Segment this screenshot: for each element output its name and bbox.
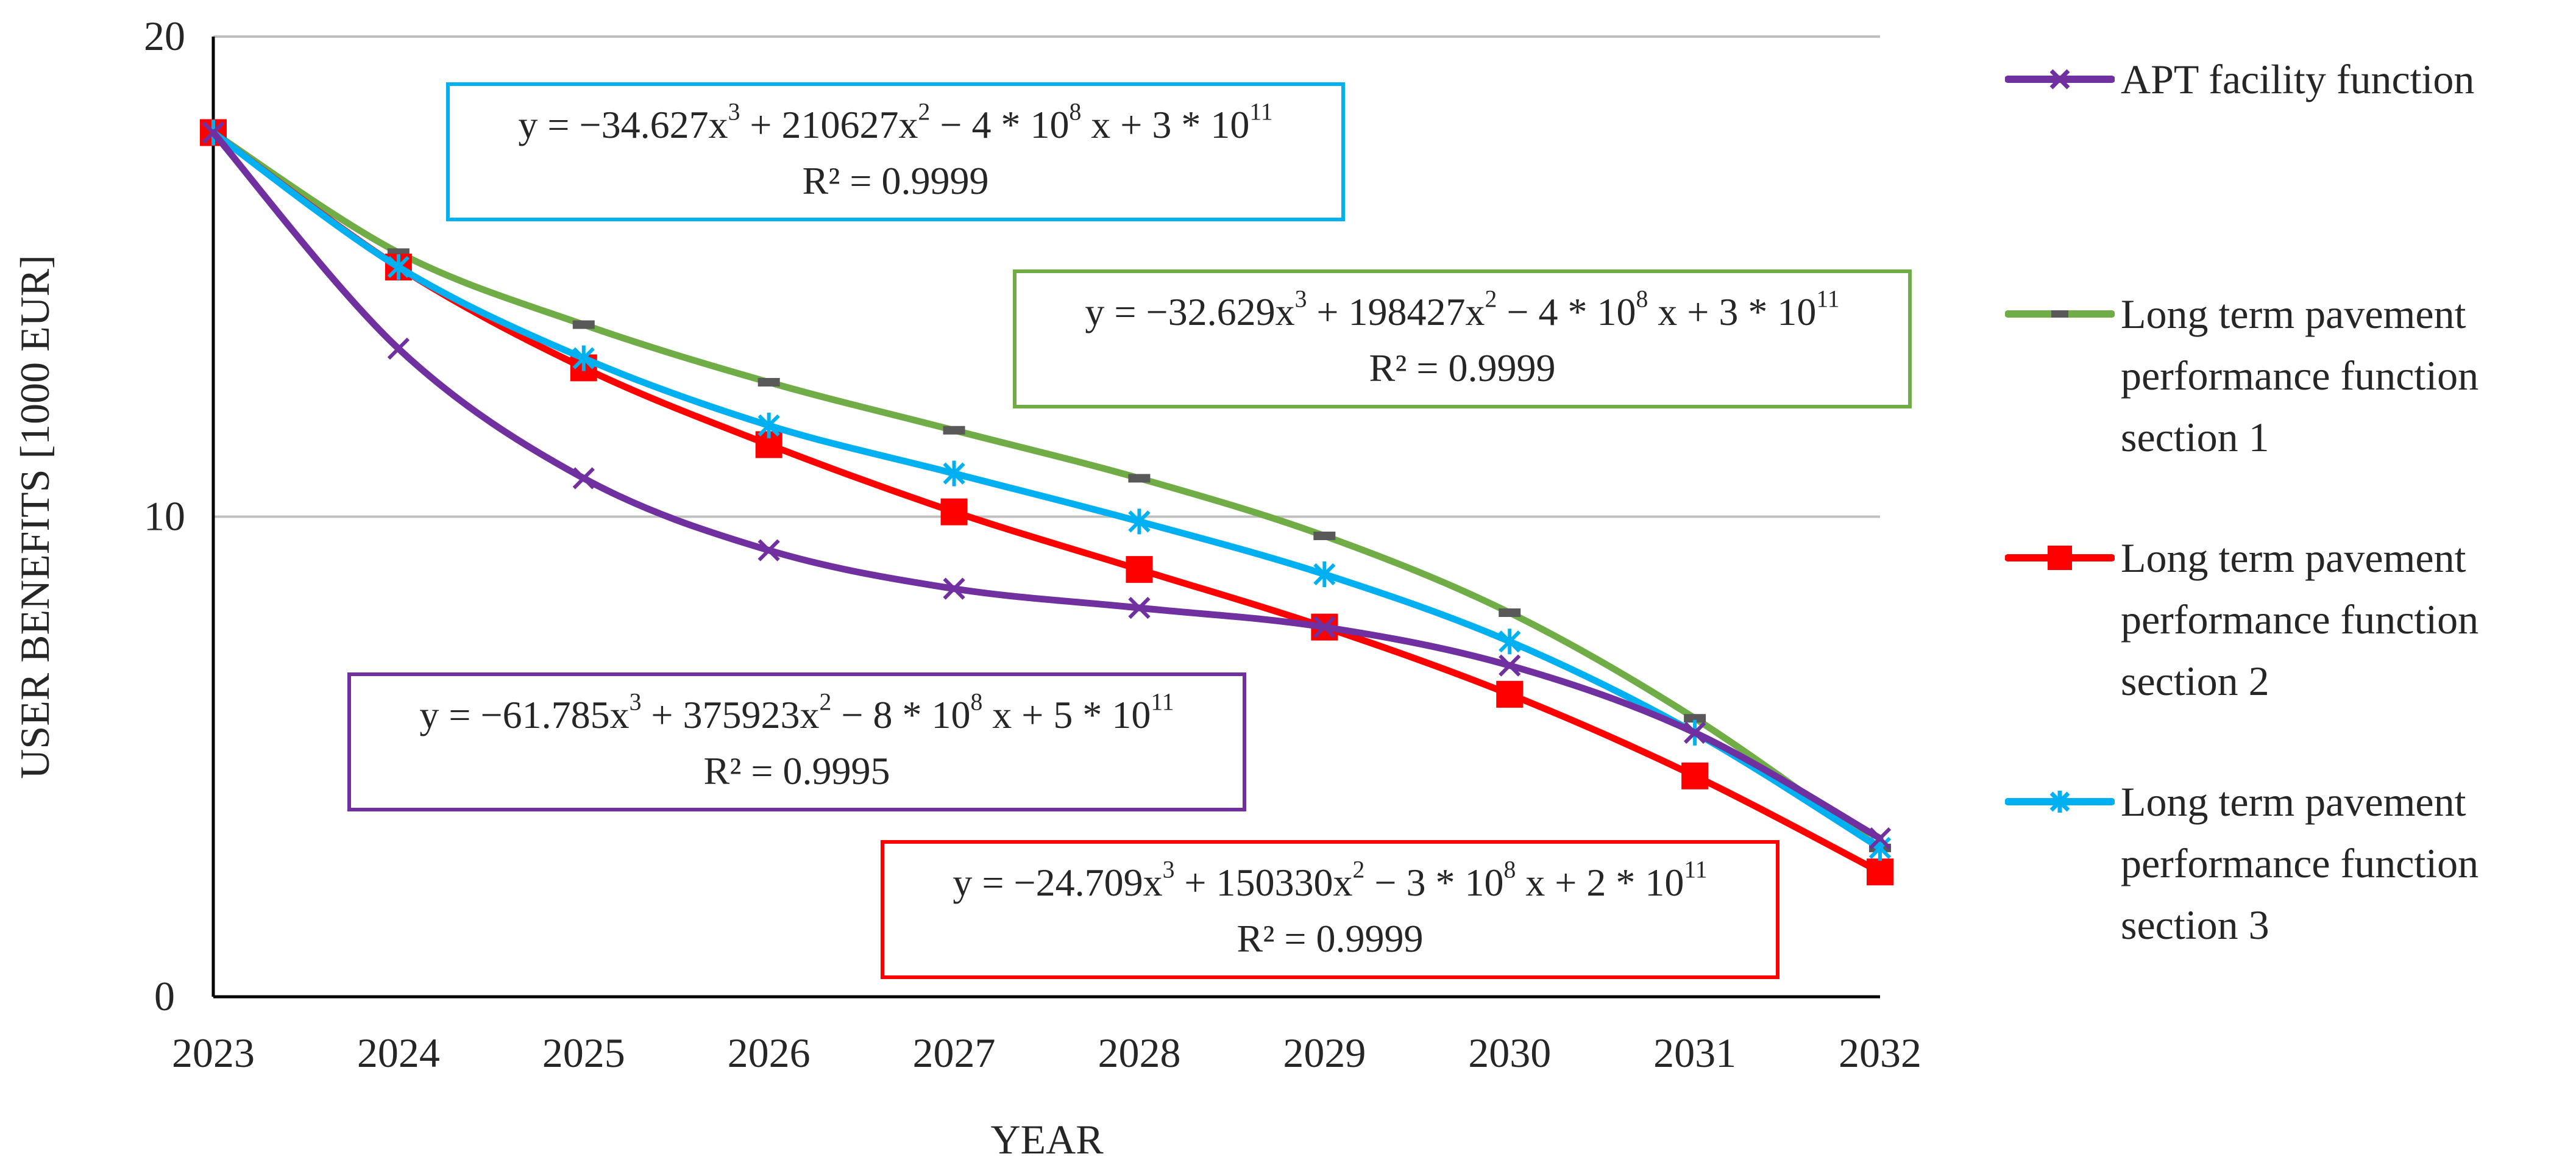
x-tick-label: 2023 xyxy=(172,1030,255,1076)
x-tick-labels: 2023 2024 2025 2026 2027 2028 2029 2030 2031 2032 xyxy=(172,1030,1921,1076)
data-point xyxy=(1313,616,1336,638)
data-point xyxy=(943,426,965,435)
y-tick-label: 0 xyxy=(154,973,175,1019)
data-point xyxy=(1128,597,1151,619)
data-point xyxy=(202,121,225,144)
data-point xyxy=(940,498,968,526)
gridlines xyxy=(213,35,1880,518)
data-point xyxy=(1868,827,1892,850)
x-tick-label: 2032 xyxy=(1839,1030,1921,1076)
x-tick-label: 2029 xyxy=(1283,1030,1366,1076)
data-point xyxy=(1496,680,1524,708)
data-point xyxy=(1499,608,1521,617)
x-tick-label: 2026 xyxy=(728,1030,811,1076)
r-squared-text: R² = 0.9999 xyxy=(1237,917,1424,960)
x-tick-label: 2024 xyxy=(357,1030,440,1076)
x-tick-label: 2028 xyxy=(1098,1030,1180,1076)
data-point xyxy=(1681,762,1709,789)
legend-swatch-section-1 xyxy=(2005,310,2115,318)
x-tick-label: 2025 xyxy=(542,1030,625,1076)
r-squared-text: R² = 0.9999 xyxy=(802,159,989,202)
legend-label-section-1: Long term pavement performance function … xyxy=(2121,291,2479,460)
data-point xyxy=(1128,474,1151,483)
equation-box-section-1: y = −32.629x3 + 198427x2 − 4 * 108 x + 3… xyxy=(1013,269,1912,408)
data-point xyxy=(1313,532,1336,540)
legend-label-section-2: Long term pavement performance function … xyxy=(2121,535,2479,704)
data-point xyxy=(943,577,965,600)
data-point xyxy=(943,460,965,486)
data-point xyxy=(758,378,780,387)
legend-swatch-section-2 xyxy=(2005,546,2115,570)
data-point xyxy=(387,337,410,360)
series-layer xyxy=(200,119,1893,886)
equation-text: y = −24.709x3 + 150330x2 − 3 * 108 x + 2… xyxy=(953,856,1708,904)
data-point xyxy=(1867,858,1893,886)
data-point xyxy=(572,320,595,329)
data-point xyxy=(1684,714,1706,723)
data-point xyxy=(572,467,595,490)
data-point xyxy=(1499,629,1521,655)
equation-box-section-3: y = −34.627x3 + 210627x2 − 4 * 108 x + 3… xyxy=(446,82,1345,221)
y-tick-label: 20 xyxy=(144,13,185,59)
data-point xyxy=(758,539,780,561)
series-0 xyxy=(202,121,1892,850)
data-point xyxy=(572,345,595,371)
data-point xyxy=(1126,556,1153,583)
r-squared-text: R² = 0.9995 xyxy=(703,749,890,793)
legend-label-apt: APT facility function xyxy=(2121,56,2475,102)
equation-box-section-2: y = −24.709x3 + 150330x2 − 3 * 108 x + 2… xyxy=(881,840,1779,979)
series-line xyxy=(210,129,1884,852)
data-point xyxy=(1128,508,1151,535)
x-tick-label: 2031 xyxy=(1653,1030,1736,1076)
equation-box-apt-facility: y = −61.785x3 + 375923x2 − 8 * 108 x + 5… xyxy=(347,672,1246,811)
x-tick-label: 2030 xyxy=(1468,1030,1551,1076)
series-line xyxy=(210,129,1884,852)
series-line xyxy=(210,129,1884,842)
x-tick-label: 2027 xyxy=(913,1030,996,1076)
data-point xyxy=(758,412,780,438)
axes xyxy=(211,37,1880,999)
data-point xyxy=(387,254,410,280)
equation-text: y = −34.627x3 + 210627x2 − 4 * 108 x + 3… xyxy=(518,98,1273,146)
equation-text: y = −61.785x3 + 375923x2 − 8 * 108 x + 5… xyxy=(419,688,1174,736)
legend-label-section-3: Long term pavement performance function … xyxy=(2121,779,2479,948)
data-point xyxy=(1683,721,1706,744)
data-point xyxy=(1313,561,1336,587)
r-squared-text: R² = 0.9999 xyxy=(1369,346,1556,390)
data-point xyxy=(1499,654,1521,677)
y-axis-title: USER BENEFITS [1000 EUR] xyxy=(12,255,58,779)
y-tick-label: 10 xyxy=(144,493,185,540)
x-axis-title: YEAR xyxy=(990,1116,1104,1163)
y-tick-labels: 0 10 20 xyxy=(144,13,185,1019)
legend-swatch-apt xyxy=(2005,69,2115,90)
legend-swatch-section-3 xyxy=(2005,791,2115,813)
equation-text: y = −32.629x3 + 198427x2 − 4 * 108 x + 3… xyxy=(1085,285,1840,333)
